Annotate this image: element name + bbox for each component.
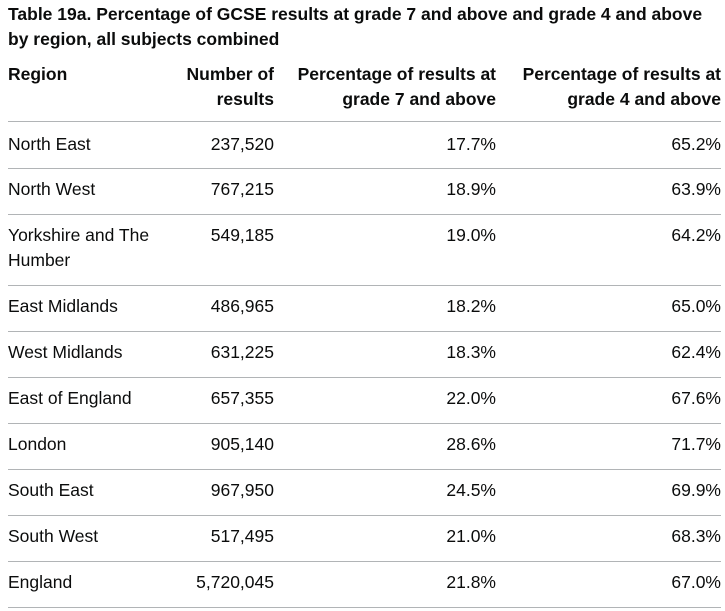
cell-grade-7: 18.9% <box>274 168 496 215</box>
cell-grade-4: 65.2% <box>496 121 721 169</box>
cell-grade-7: 19.0% <box>274 214 496 286</box>
table-caption: Table 19a. Percentage of GCSE results at… <box>8 4 703 49</box>
cell-number-of-results: 5,720,045 <box>158 561 274 608</box>
table-row: East Midlands 486,965 18.2% 65.0% <box>8 285 721 332</box>
cell-grade-7: 28.6% <box>274 423 496 470</box>
cell-region: East Midlands <box>8 285 158 332</box>
cell-grade-4: 63.9% <box>496 168 721 215</box>
cell-grade-4: 67.0% <box>496 561 721 608</box>
cell-grade-4: 64.2% <box>496 214 721 286</box>
cell-grade-7: 24.5% <box>274 469 496 516</box>
cell-region: South West <box>8 515 158 562</box>
cell-number-of-results: 657,355 <box>158 377 274 424</box>
cell-number-of-results: 631,225 <box>158 331 274 378</box>
table-row: South East 967,950 24.5% 69.9% <box>8 469 721 516</box>
cell-grade-7: 17.7% <box>274 121 496 169</box>
cell-number-of-results: 967,950 <box>158 469 274 516</box>
cell-region: East of England <box>8 377 158 424</box>
cell-region: South East <box>8 469 158 516</box>
table-row: South West 517,495 21.0% 68.3% <box>8 515 721 562</box>
cell-number-of-results: 517,495 <box>158 515 274 562</box>
cell-grade-7: 18.3% <box>274 331 496 378</box>
header-grade-7-and-above: Percentage of results at grade 7 and abo… <box>274 52 496 122</box>
table-row-total: England 5,720,045 21.8% 67.0% <box>8 561 721 608</box>
cell-region: West Midlands <box>8 331 158 378</box>
cell-grade-4: 71.7% <box>496 423 721 470</box>
header-region: Region <box>8 52 158 122</box>
cell-grade-7: 21.0% <box>274 515 496 562</box>
results-table: Region Number of results Percentage of r… <box>8 52 721 608</box>
cell-number-of-results: 767,215 <box>158 168 274 215</box>
cell-region: North East <box>8 121 158 169</box>
cell-region: London <box>8 423 158 470</box>
cell-grade-4: 62.4% <box>496 331 721 378</box>
cell-grade-4: 65.0% <box>496 285 721 332</box>
cell-grade-4: 67.6% <box>496 377 721 424</box>
cell-grade-7: 21.8% <box>274 561 496 608</box>
cell-grade-7: 18.2% <box>274 285 496 332</box>
table-row: East of England 657,355 22.0% 67.6% <box>8 377 721 424</box>
header-number-of-results: Number of results <box>158 52 274 122</box>
cell-grade-7: 22.0% <box>274 377 496 424</box>
cell-number-of-results: 549,185 <box>158 214 274 286</box>
table-row: North West 767,215 18.9% 63.9% <box>8 168 721 215</box>
cell-grade-4: 69.9% <box>496 469 721 516</box>
cell-number-of-results: 905,140 <box>158 423 274 470</box>
cell-number-of-results: 486,965 <box>158 285 274 332</box>
cell-region: North West <box>8 168 158 215</box>
cell-grade-4: 68.3% <box>496 515 721 562</box>
table-row: Yorkshire and The Humber 549,185 19.0% 6… <box>8 214 721 286</box>
table-row: North East 237,520 17.7% 65.2% <box>8 121 721 169</box>
cell-number-of-results: 237,520 <box>158 121 274 169</box>
table-row: London 905,140 28.6% 71.7% <box>8 423 721 470</box>
cell-region: England <box>8 561 158 608</box>
table-header-row: Region Number of results Percentage of r… <box>8 52 721 122</box>
header-grade-4-and-above: Percentage of results at grade 4 and abo… <box>496 52 721 122</box>
table-row: West Midlands 631,225 18.3% 62.4% <box>8 331 721 378</box>
cell-region: Yorkshire and The Humber <box>8 214 158 286</box>
